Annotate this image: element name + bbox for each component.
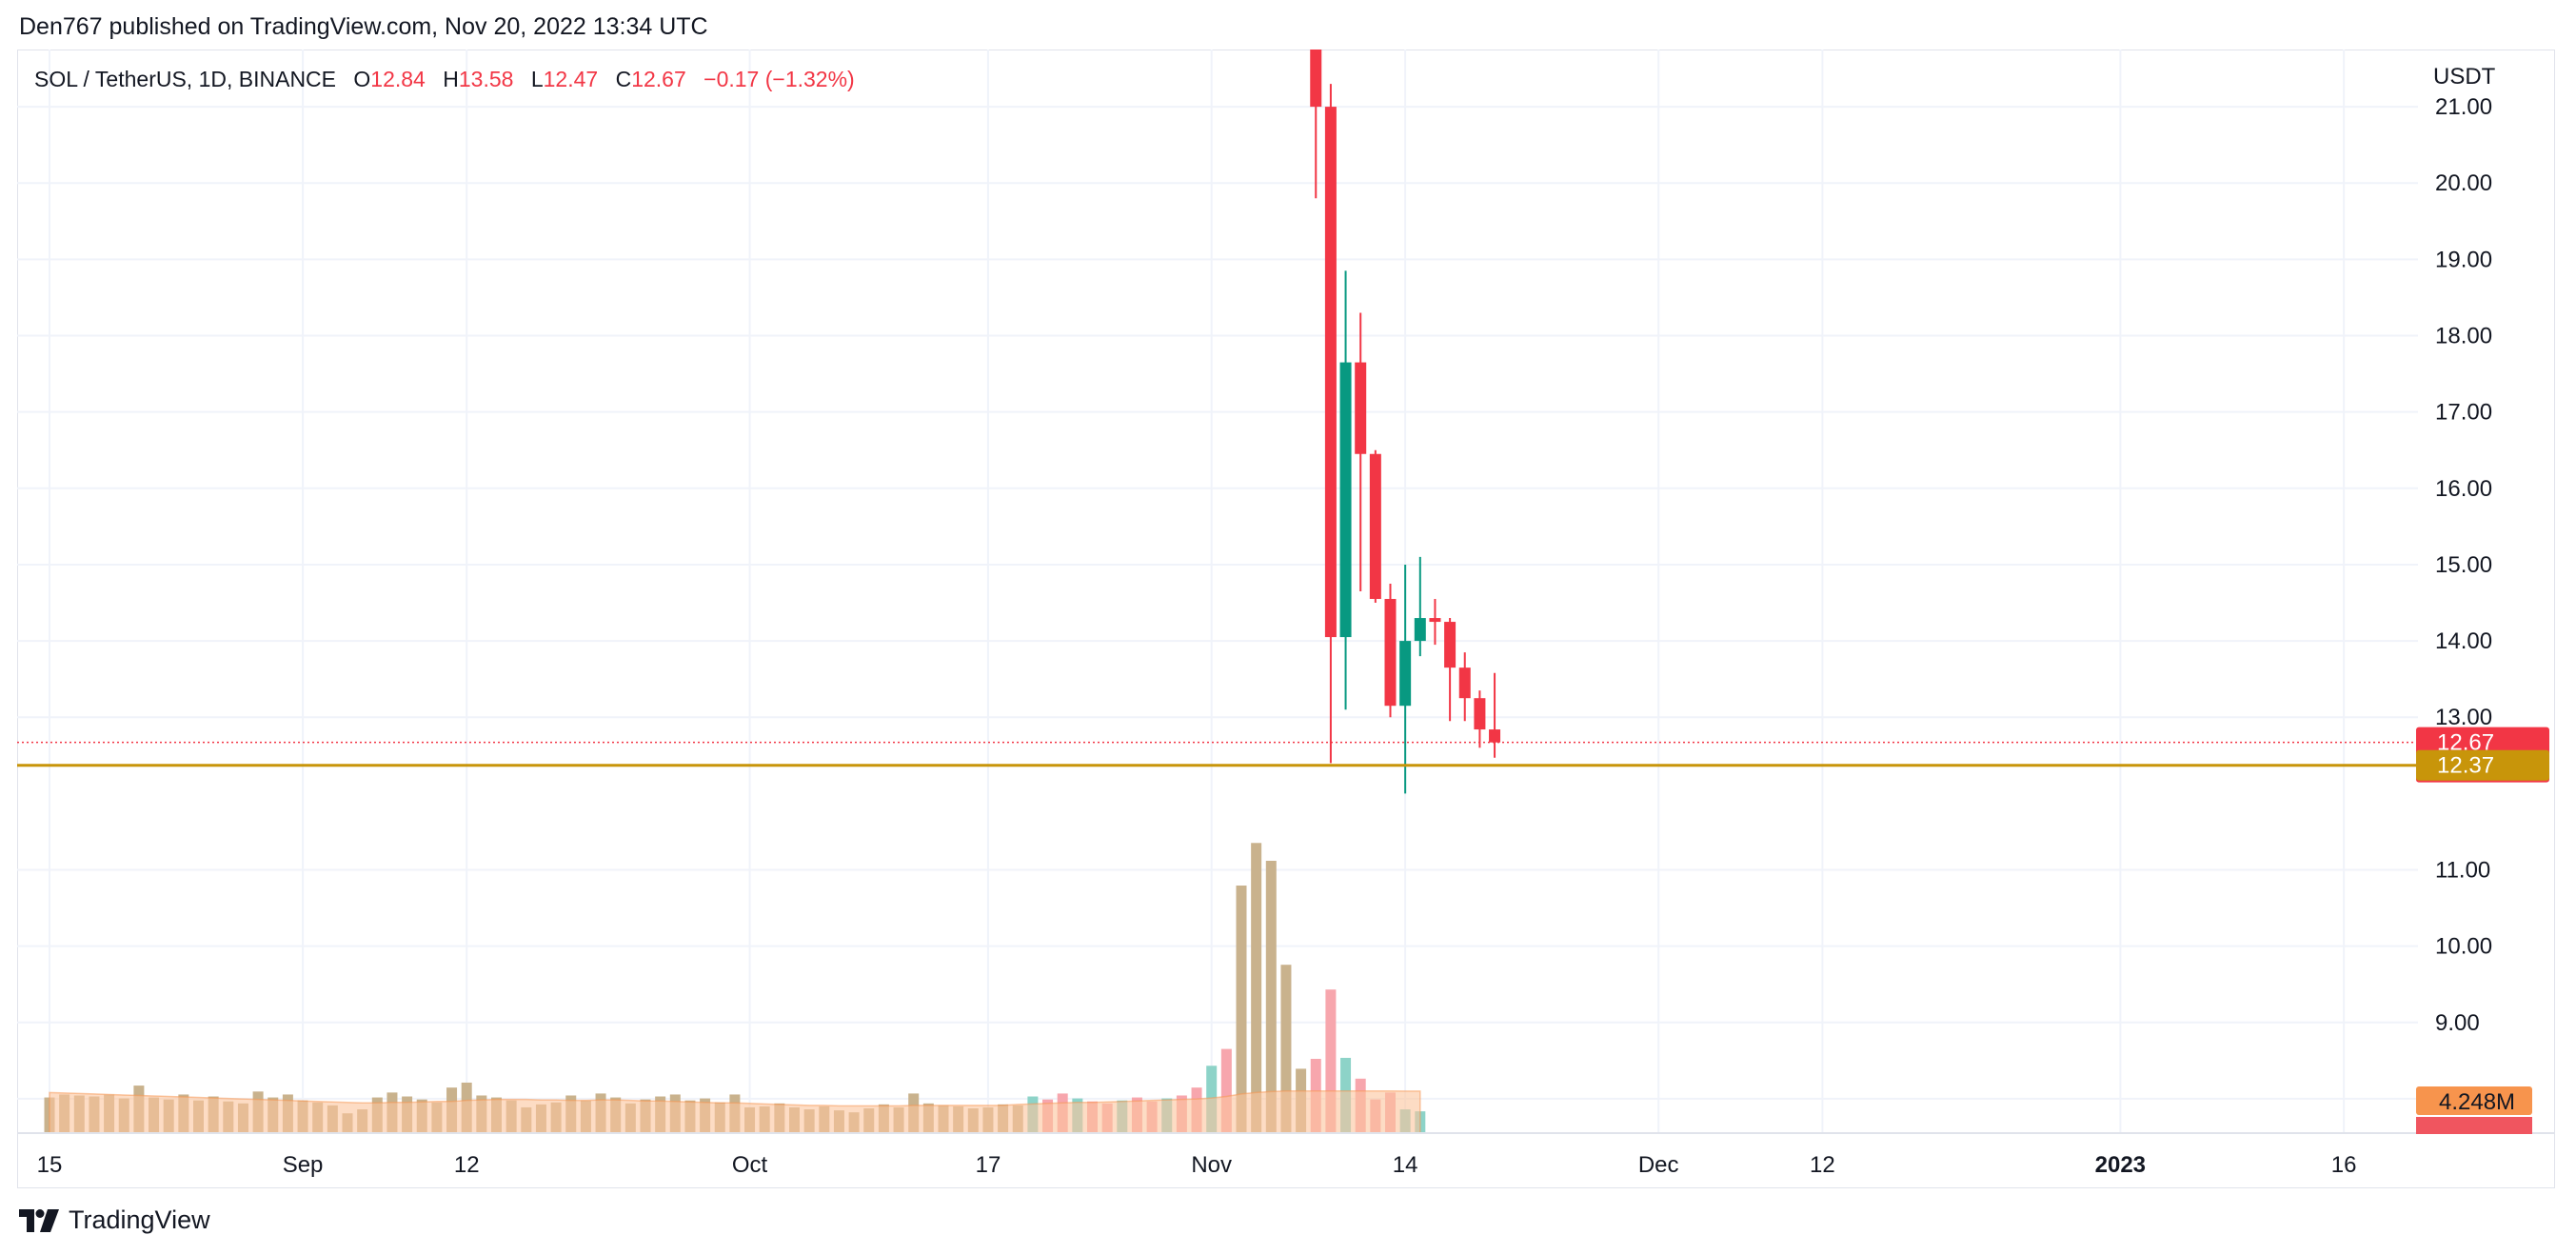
price-levels	[17, 741, 2418, 767]
volume-ma-label: 4.248M	[2439, 1089, 2515, 1115]
chart-frame	[17, 50, 2555, 1188]
candle-body	[1355, 362, 1367, 454]
candle-body	[1339, 362, 1352, 638]
legend-close-label: C	[615, 67, 632, 91]
y-tick-label: 21.00	[2435, 94, 2492, 120]
candle-body	[1444, 622, 1456, 668]
grid-lines	[17, 50, 2418, 1133]
volume-bar	[1236, 886, 1247, 1133]
tradingview-logo-icon	[19, 1208, 59, 1232]
price-labels: 12.6710:25:2812.374.248M2.218M	[2416, 727, 2549, 1134]
candle-body	[1429, 618, 1441, 623]
y-tick-label: 9.00	[2435, 1010, 2480, 1036]
chart-legend: SOL / TetherUS, 1D, BINANCE O12.84 H13.5…	[34, 67, 855, 92]
candle-body	[1489, 729, 1501, 743]
x-tick-label: Oct	[732, 1152, 768, 1178]
footer-brand[interactable]: TradingView	[19, 1205, 210, 1235]
x-tick-label: Dec	[1638, 1152, 1679, 1178]
candle-body	[1369, 453, 1381, 600]
legend-close-value: 12.67	[631, 67, 686, 91]
volume-ma-label-box	[2416, 1086, 2532, 1115]
volume-bar	[1325, 989, 1337, 1133]
volume-bar	[1280, 965, 1292, 1133]
legend-symbol: SOL / TetherUS, 1D, BINANCE	[34, 67, 337, 91]
footer-brand-text: TradingView	[69, 1205, 210, 1234]
volume-bar	[1251, 843, 1262, 1133]
y-tick-label: 15.00	[2435, 552, 2492, 578]
candle-body	[1399, 641, 1412, 707]
legend-low-value: 12.47	[543, 67, 599, 91]
publisher-line: Den767 published on TradingView.com, Nov…	[19, 13, 708, 40]
candle-body	[1324, 107, 1337, 638]
legend-high-value: 13.58	[458, 67, 514, 91]
y-tick-label: 10.00	[2435, 934, 2492, 960]
legend-open-label: O	[353, 67, 371, 91]
legend-low-label: L	[530, 67, 544, 91]
x-tick-label: Sep	[283, 1152, 324, 1178]
volume-last-label-box	[2416, 1117, 2532, 1134]
axes: 21.00 20.00 19.00 18.00 17.00 16.00 15.00 14.00…	[17, 64, 2555, 1178]
x-tick-label: Nov	[1191, 1152, 1232, 1178]
x-tick-label: 15	[37, 1152, 63, 1178]
y-tick-label: 18.00	[2435, 324, 2492, 349]
volume-ma-area	[49, 1090, 1421, 1133]
x-tick-label: 12	[1810, 1152, 1835, 1178]
legend-open-value: 12.84	[370, 67, 426, 91]
candle-body	[1474, 698, 1486, 730]
x-tick-label: 17	[976, 1152, 1001, 1178]
legend-change: −0.17 (−1.32%)	[703, 67, 855, 91]
candle-body	[1310, 50, 1322, 108]
price-label-box	[2416, 749, 2549, 781]
volume-bar	[1265, 861, 1277, 1133]
candle-body	[1384, 599, 1397, 707]
y-tick-label: 13.00	[2435, 705, 2492, 730]
legend-high-label: H	[443, 67, 459, 91]
y-tick-label: 20.00	[2435, 170, 2492, 196]
candlesticks	[1310, 50, 1501, 794]
x-tick-label: 12	[454, 1152, 480, 1178]
volume-bars	[44, 843, 1426, 1133]
y-tick-label: 19.00	[2435, 247, 2492, 272]
y-tick-label: 14.00	[2435, 628, 2492, 654]
x-tick-label: 16	[2331, 1152, 2357, 1178]
candle-body	[1414, 618, 1426, 642]
price-label-value: 12.37	[2437, 753, 2494, 779]
y-tick-label: 16.00	[2435, 476, 2492, 502]
candle-body	[1458, 667, 1471, 699]
y-tick-label: 11.00	[2435, 858, 2490, 884]
y-tick-label: 17.00	[2435, 400, 2492, 426]
x-tick-label: 2023	[2095, 1152, 2146, 1178]
volume-bar	[1220, 1048, 1232, 1133]
y-axis-unit: USDT	[2433, 64, 2496, 90]
x-tick-label: 14	[1393, 1152, 1418, 1178]
